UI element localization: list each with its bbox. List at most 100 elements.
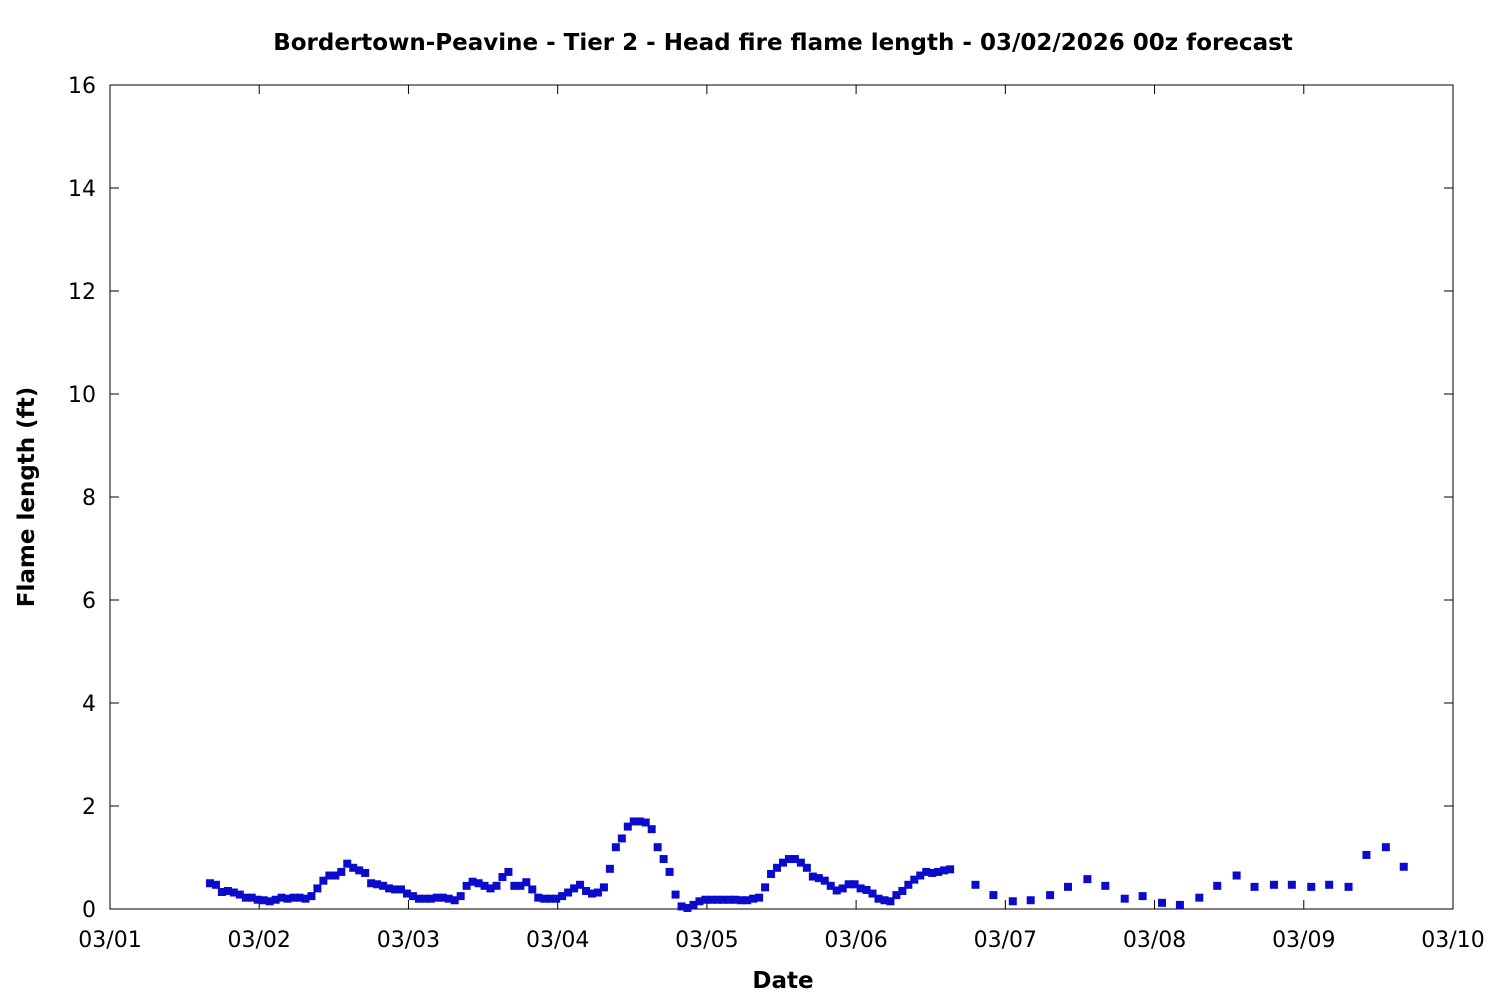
data-point — [349, 863, 358, 872]
data-point — [540, 894, 549, 903]
data-point — [1381, 843, 1390, 852]
data-point — [749, 894, 758, 903]
data-point — [1138, 892, 1147, 901]
data-point — [850, 880, 859, 889]
data-point — [408, 892, 417, 901]
data-point — [1307, 882, 1316, 891]
y-tick-label: 0 — [82, 898, 96, 923]
data-point — [617, 834, 626, 843]
data-point — [773, 863, 782, 872]
data-point — [659, 855, 668, 864]
y-tick-label: 4 — [82, 692, 96, 717]
data-point — [635, 817, 644, 826]
data-point — [737, 896, 746, 905]
y-tick-label: 10 — [68, 383, 96, 408]
data-point — [683, 903, 692, 912]
x-tick-label: 03/06 — [824, 928, 887, 953]
data-point — [790, 855, 799, 864]
data-point — [989, 891, 998, 900]
data-point — [928, 868, 937, 877]
data-point — [695, 897, 704, 906]
data-point — [599, 883, 608, 892]
data-point — [528, 885, 537, 894]
data-point — [802, 863, 811, 872]
data-point — [343, 859, 352, 868]
data-point — [1325, 880, 1334, 889]
data-point — [1232, 871, 1241, 880]
data-point — [587, 889, 596, 898]
data-point — [414, 894, 423, 903]
data-point — [946, 865, 955, 874]
data-point — [271, 895, 280, 904]
data-point — [677, 902, 686, 911]
data-point — [761, 883, 770, 892]
data-point — [671, 890, 680, 899]
data-point — [856, 884, 865, 893]
data-point — [444, 894, 453, 903]
data-point — [1046, 891, 1055, 900]
data-point — [265, 897, 274, 906]
x-tick-label: 03/03 — [377, 928, 440, 953]
data-point — [355, 866, 364, 875]
x-tick-label: 03/04 — [526, 928, 589, 953]
data-point — [611, 843, 620, 852]
data-point — [755, 893, 764, 902]
data-point — [814, 874, 823, 883]
data-point — [934, 867, 943, 876]
data-point — [707, 895, 716, 904]
data-point — [504, 867, 513, 876]
data-point — [283, 894, 292, 903]
data-point — [844, 880, 853, 889]
data-point — [623, 822, 632, 831]
data-point — [480, 881, 489, 890]
y-tick-label: 2 — [82, 795, 96, 820]
y-tick-label: 12 — [68, 280, 96, 305]
data-point — [1287, 880, 1296, 889]
data-point — [462, 881, 471, 890]
y-tick-label: 16 — [68, 74, 96, 99]
data-point — [886, 897, 895, 906]
data-point — [253, 895, 262, 904]
x-tick-label: 03/08 — [1123, 928, 1186, 953]
data-point — [205, 879, 214, 888]
data-point — [450, 896, 459, 905]
y-tick-label: 6 — [82, 589, 96, 614]
data-point — [647, 825, 656, 834]
data-point — [235, 890, 244, 899]
data-point — [826, 881, 835, 890]
data-point — [641, 818, 650, 827]
x-tick-label: 03/10 — [1421, 928, 1484, 953]
data-point — [217, 888, 226, 897]
data-point — [379, 881, 388, 890]
plot-frame — [109, 84, 1454, 910]
data-point — [241, 893, 250, 902]
data-point — [904, 880, 913, 889]
data-point — [391, 885, 400, 894]
data-point — [510, 881, 519, 890]
data-point — [892, 891, 901, 900]
data-point — [719, 895, 728, 904]
data-point — [367, 879, 376, 888]
data-point — [498, 873, 507, 882]
data-point — [564, 888, 573, 897]
data-point — [731, 895, 740, 904]
data-point — [665, 867, 674, 876]
data-point — [725, 895, 734, 904]
data-point — [385, 884, 394, 893]
data-point — [1101, 881, 1110, 890]
data-point — [522, 878, 531, 887]
data-point — [1158, 898, 1167, 907]
data-point — [784, 855, 793, 864]
data-point — [1213, 881, 1222, 890]
data-point — [576, 880, 585, 889]
data-point — [259, 896, 268, 905]
data-point — [778, 858, 787, 867]
data-point — [313, 884, 322, 893]
data-point — [492, 881, 501, 890]
data-point — [971, 880, 980, 889]
data-point — [295, 893, 304, 902]
y-axis-label: Flame length (ft) — [14, 387, 40, 607]
data-point — [396, 885, 405, 894]
data-point — [832, 886, 841, 895]
